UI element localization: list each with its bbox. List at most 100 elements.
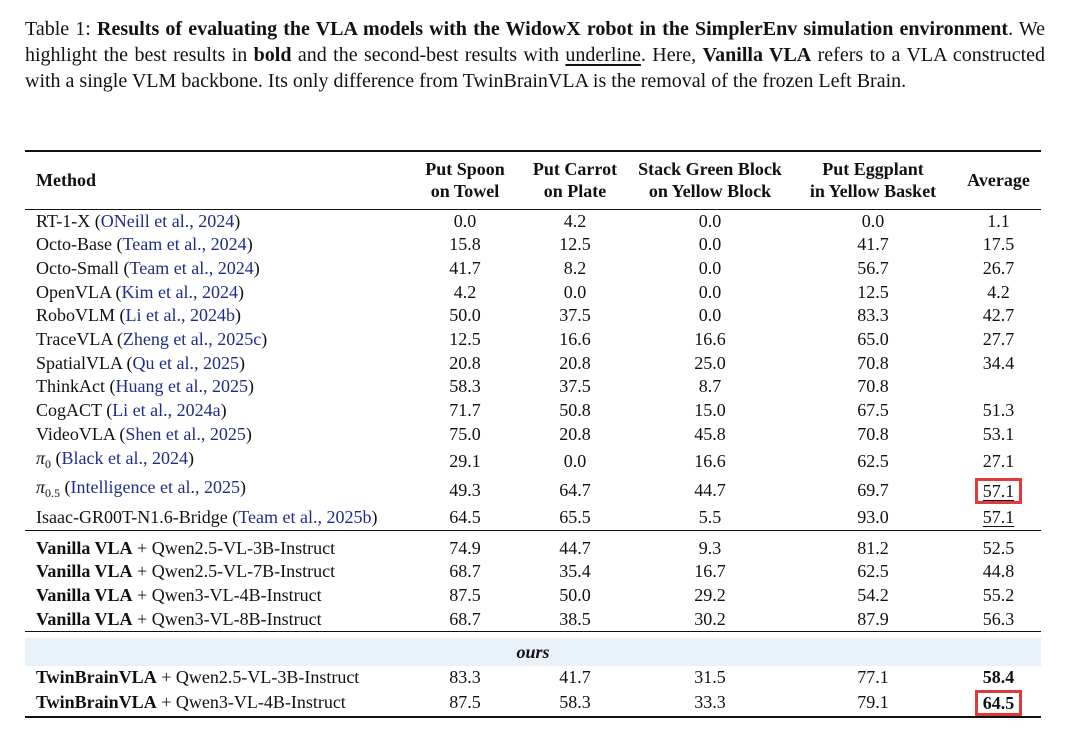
cell-value: 50.0: [559, 585, 591, 606]
header-put-carrot: Put Carrot on Plate: [532, 159, 618, 202]
cell-spoon: 20.8: [410, 352, 520, 376]
method-name: OpenVLA: [36, 281, 111, 302]
cell-value: 0.0: [698, 234, 722, 255]
cell-stack: 9.3: [630, 537, 790, 561]
method-prefix: Vanilla VLA: [36, 561, 133, 582]
cell-value: 0.0: [698, 210, 722, 231]
method-name: π: [36, 447, 46, 468]
cell-egg: 62.5: [790, 560, 956, 584]
method-backbone: + Qwen2.5-VL-3B-Instruct: [132, 537, 336, 558]
cell-egg: 54.2: [790, 584, 956, 608]
cell-method: Vanilla VLA + Qwen2.5-VL-3B-Instruct: [25, 537, 410, 561]
cell-method: TraceVLA (Zheng et al., 2025c): [36, 329, 268, 350]
cell-egg: 65.0: [790, 328, 956, 352]
rule-cell: [520, 529, 630, 531]
cell-spoon: 0.0: [410, 209, 520, 233]
table-row: ThinkAct (Huang et al., 2025) 58.3 37.5 8.7…: [25, 375, 1041, 399]
cell-value: 27.1: [982, 450, 1015, 471]
cell-avg: 4.2: [956, 281, 1041, 305]
method-name: π: [36, 477, 46, 498]
cell-egg: 87.9: [790, 608, 956, 632]
table-row: Vanilla VLA + Qwen3-VL-8B-Instruct 68.7 38…: [25, 608, 1041, 632]
cell-spoon: 74.9: [410, 537, 520, 561]
cell-value: 64.5: [449, 506, 481, 527]
cell-value: 0.0: [861, 210, 885, 231]
cell-stack: 45.8: [630, 423, 790, 447]
cell-value: 12.5: [559, 234, 591, 255]
cell-egg: 67.5: [790, 399, 956, 423]
cell-method: Vanilla VLA + Qwen2.5-VL-7B-Instruct: [25, 560, 410, 584]
header-put-eggplant: Put Eggplant in Yellow Basket: [809, 159, 937, 202]
cell-carrot: 41.7: [520, 666, 630, 690]
cell-method: VideoVLA (Shen et al., 2025): [36, 423, 252, 444]
table-row: Vanilla VLA + Qwen3-VL-4B-Instruct 87.5 50…: [25, 584, 1041, 608]
cell-spoon: 83.3: [410, 666, 520, 690]
caption-text: and the second-best results with: [291, 44, 566, 66]
cell-stack: 0.0: [630, 304, 790, 328]
table-row: Vanilla VLA + Qwen2.5-VL-3B-Instruct 74.9…: [25, 537, 1041, 561]
cell-value: 38.5: [559, 608, 591, 629]
cell-egg: 79.1: [790, 690, 956, 717]
table-caption: Table 1: Results of evaluating the VLA m…: [25, 16, 1045, 94]
citation-link: Team et al., 2024: [129, 257, 254, 278]
cell-avg: 42.7: [956, 304, 1041, 328]
citation-link: Zheng et al., 2025c: [122, 329, 262, 350]
citation-link: Team et al., 2025b: [238, 506, 372, 527]
cell-value: 70.8: [857, 352, 889, 373]
cell-value: 41.7: [449, 257, 481, 278]
cell-egg: 0.0: [790, 209, 956, 233]
caption-label: Table 1:: [25, 18, 91, 40]
cell-method: π0.5 (Intelligence et al., 2025): [36, 477, 246, 501]
citation-link: Huang et al., 2025: [115, 376, 248, 397]
cell-method: TwinBrainVLA + Qwen2.5-VL-3B-Instruct: [25, 666, 410, 690]
cell-value: 44.7: [694, 480, 726, 501]
cell-stack: 8.7: [630, 375, 790, 399]
table-row: OpenVLA (Kim et al., 2024) 4.2 0.0 0.0 12.5 4…: [25, 281, 1041, 305]
rule-cell: [520, 631, 630, 633]
cell-carrot: 38.5: [520, 608, 630, 632]
cell-egg: 77.1: [790, 666, 956, 690]
cell-carrot: 20.8: [520, 352, 630, 376]
method-prefix: Vanilla VLA: [36, 585, 133, 606]
cell-value: 69.7: [857, 480, 889, 501]
table-row: TraceVLA (Zheng et al., 2025c) 12.5 16.6 16…: [25, 328, 1041, 352]
cell-stack: 0.0: [630, 209, 790, 233]
cell-egg: 62.5: [790, 447, 956, 477]
cell-stack: 44.7: [630, 476, 790, 506]
cell-value: 8.2: [563, 257, 587, 278]
cell-value: 83.3: [857, 305, 889, 326]
table-row: VideoVLA (Shen et al., 2025) 75.0 20.8 45.8…: [25, 423, 1041, 447]
cell-spoon: 64.5: [410, 506, 520, 530]
cell-stack: 0.0: [630, 233, 790, 257]
rule-cell: [790, 529, 956, 531]
method-backbone: + Qwen2.5-VL-7B-Instruct: [132, 561, 336, 582]
cell-method: RoboVLM (Li et al., 2024b): [36, 305, 241, 326]
cell-egg: 56.7: [790, 257, 956, 281]
cell-spoon: 71.7: [410, 399, 520, 423]
method-name: Isaac-GR00T-N1.6-Bridge: [36, 506, 228, 527]
cell-value: 68.7: [449, 561, 481, 582]
table-row: Vanilla VLA + Qwen2.5-VL-7B-Instruct 68.7…: [25, 560, 1041, 584]
citation-link: ONeill et al., 2024: [100, 210, 235, 231]
caption-underline-word: underline: [565, 44, 641, 66]
cell-value: 25.0: [694, 352, 726, 373]
results-table: Method Put Spoon on Towel Put Carrot on Pl…: [25, 150, 1041, 718]
caption-bold-word: bold: [253, 44, 292, 66]
cell-value: 4.2: [563, 210, 587, 231]
method-name: CogACT: [36, 400, 102, 421]
cell-carrot: 4.2: [520, 209, 630, 233]
header-average: Average: [967, 170, 1030, 191]
cell-value: 8.7: [698, 376, 722, 397]
table-row: SpatialVLA (Qu et al., 2025) 20.8 20.8 25.0…: [25, 352, 1041, 376]
caption-text: refers to a VLA constructed with a singl…: [25, 44, 1046, 92]
method-name: Octo-Base: [36, 234, 112, 255]
cell-avg: 53.1: [956, 423, 1041, 447]
cell-value: 41.7: [559, 667, 591, 688]
cell-value: 64.5: [974, 690, 1023, 717]
cell-value: 0.0: [698, 305, 722, 326]
cell-spoon: 58.3: [410, 375, 520, 399]
method-name: Octo-Small: [36, 257, 119, 278]
cell-value: 20.8: [559, 423, 591, 444]
cell-value: 33.3: [694, 692, 726, 713]
table-row: π0 (Black et al., 2024) 29.1 0.0 16.6 62.5 27…: [25, 447, 1041, 477]
